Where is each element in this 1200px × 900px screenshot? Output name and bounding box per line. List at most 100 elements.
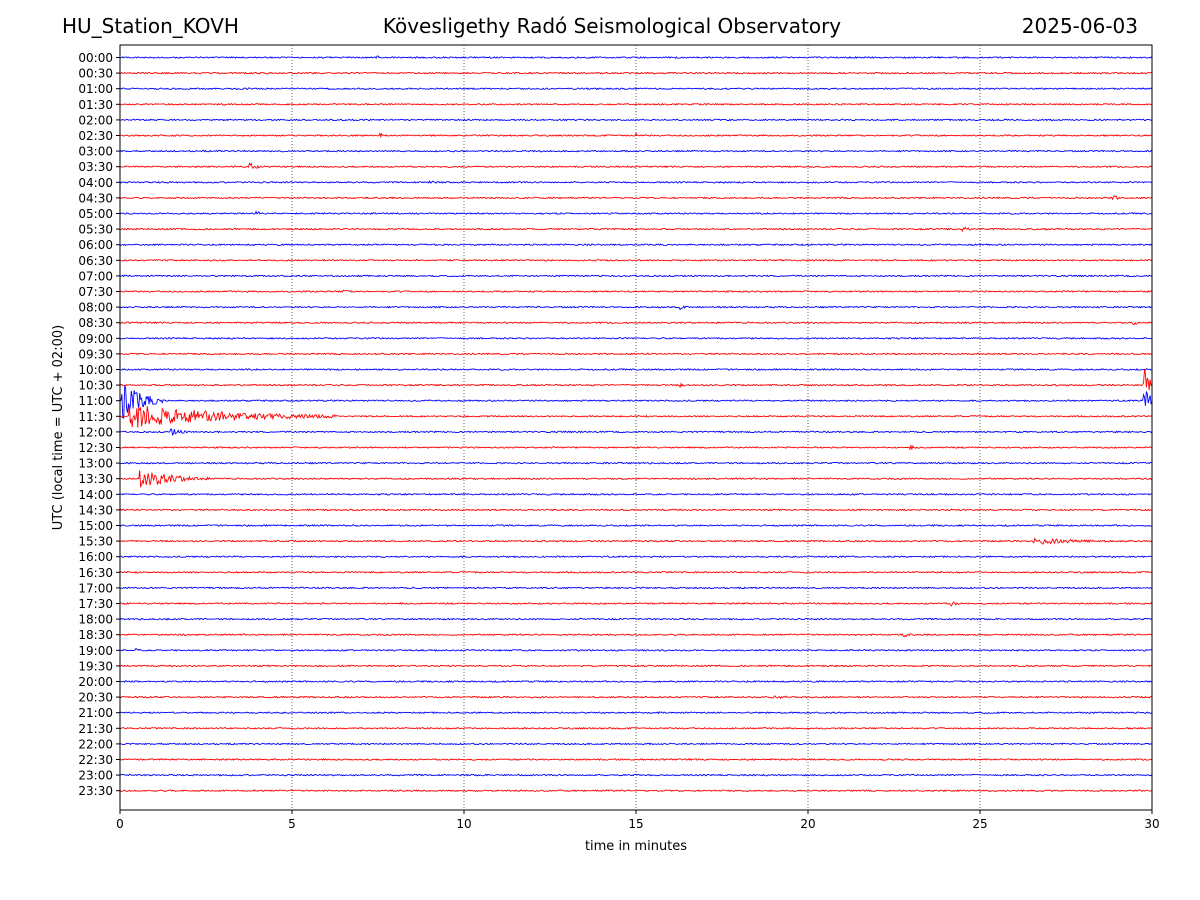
y-tick-label: 06:00 bbox=[78, 238, 113, 252]
y-tick-label: 06:30 bbox=[78, 254, 113, 268]
trace-1100 bbox=[119, 385, 1153, 419]
trace-1800 bbox=[119, 617, 1153, 621]
trace-2100 bbox=[119, 711, 1153, 715]
y-tick-label: 07:00 bbox=[78, 269, 113, 283]
x-tick-label: 5 bbox=[288, 817, 296, 831]
trace-2030 bbox=[119, 695, 1153, 700]
trace-1930 bbox=[119, 664, 1153, 668]
trace-0630 bbox=[119, 258, 1153, 262]
trace-0730 bbox=[119, 289, 1153, 293]
y-tick-label: 12:00 bbox=[78, 425, 113, 439]
trace-1830 bbox=[119, 633, 1153, 638]
trace-1030 bbox=[119, 369, 1153, 391]
y-tick-label: 14:30 bbox=[78, 503, 113, 517]
trace-0300 bbox=[119, 149, 1153, 153]
y-tick-label: 17:00 bbox=[78, 581, 113, 595]
trace-1630 bbox=[119, 570, 1153, 574]
y-tick-label: 17:30 bbox=[78, 597, 113, 611]
x-axis-ticks: 0 5 10 15 20 25 30 bbox=[116, 810, 1160, 831]
y-tick-label: 16:30 bbox=[78, 566, 113, 580]
y-tick-label: 11:30 bbox=[78, 410, 113, 424]
trace-1000 bbox=[119, 368, 1153, 371]
trace-0430 bbox=[119, 195, 1153, 201]
y-tick-label: 20:30 bbox=[78, 691, 113, 705]
trace-0500 bbox=[119, 210, 1153, 215]
trace-1400 bbox=[119, 492, 1153, 496]
x-tick-label: 15 bbox=[628, 817, 643, 831]
y-tick-label: 01:30 bbox=[78, 98, 113, 112]
x-tick-label: 10 bbox=[456, 817, 471, 831]
y-tick-label: 13:30 bbox=[78, 472, 113, 486]
observatory-title: Kövesligethy Radó Seismological Observat… bbox=[382, 14, 842, 38]
y-tick-label: 03:00 bbox=[78, 145, 113, 159]
y-tick-label: 12:30 bbox=[78, 441, 113, 455]
y-tick-label: 02:30 bbox=[78, 129, 113, 143]
y-tick-label: 18:30 bbox=[78, 628, 113, 642]
y-tick-label: 19:00 bbox=[78, 644, 113, 658]
trace-0130 bbox=[119, 102, 1153, 106]
y-tick-label: 07:30 bbox=[78, 285, 113, 299]
y-tick-label: 04:30 bbox=[78, 191, 113, 205]
y-tick-label: 22:00 bbox=[78, 737, 113, 751]
y-tick-label: 00:30 bbox=[78, 67, 113, 81]
trace-0400 bbox=[119, 180, 1153, 184]
y-tick-label: 21:30 bbox=[78, 722, 113, 736]
trace-0030 bbox=[119, 71, 1153, 75]
y-tick-label: 20:00 bbox=[78, 675, 113, 689]
trace-1330 bbox=[119, 470, 1153, 488]
trace-0000 bbox=[119, 55, 1153, 59]
y-tick-label: 01:00 bbox=[78, 82, 113, 96]
trace-1130 bbox=[119, 404, 1153, 428]
x-tick-label: 30 bbox=[1144, 817, 1159, 831]
y-tick-label: 18:00 bbox=[78, 613, 113, 627]
y-tick-label: 00:00 bbox=[78, 51, 113, 65]
y-tick-label: 23:00 bbox=[78, 769, 113, 783]
y-tick-label: 05:00 bbox=[78, 207, 113, 221]
y-tick-label: 19:30 bbox=[78, 659, 113, 673]
trace-1530 bbox=[119, 537, 1153, 545]
y-tick-label: 15:30 bbox=[78, 535, 113, 549]
station-name: HU_Station_KOVH bbox=[62, 14, 239, 38]
trace-1600 bbox=[119, 555, 1153, 559]
y-tick-label: 21:00 bbox=[78, 706, 113, 720]
trace-0330 bbox=[119, 162, 1153, 169]
trace-1300 bbox=[119, 461, 1153, 465]
trace-0530 bbox=[119, 226, 1153, 233]
seismogram-traces bbox=[119, 55, 1153, 793]
trace-2000 bbox=[119, 680, 1153, 683]
trace-1500 bbox=[119, 524, 1153, 527]
y-tick-label: 23:30 bbox=[78, 784, 113, 798]
trace-2300 bbox=[119, 773, 1153, 777]
x-tick-label: 20 bbox=[800, 817, 815, 831]
y-tick-label: 15:00 bbox=[78, 519, 113, 533]
y-tick-label: 02:00 bbox=[78, 113, 113, 127]
y-axis-label: UTC (local time = UTC + 02:00) bbox=[51, 325, 66, 530]
y-tick-label: 14:00 bbox=[78, 488, 113, 502]
y-tick-label: 11:00 bbox=[78, 394, 113, 408]
y-tick-label: 04:00 bbox=[78, 176, 113, 190]
grid-lines bbox=[291, 45, 981, 810]
y-tick-label: 10:30 bbox=[78, 379, 113, 393]
trace-1730 bbox=[119, 601, 1153, 607]
y-tick-label: 08:30 bbox=[78, 316, 113, 330]
x-tick-label: 25 bbox=[972, 817, 987, 831]
y-tick-label: 09:00 bbox=[78, 332, 113, 346]
trace-0230 bbox=[119, 131, 1153, 139]
trace-2330 bbox=[119, 789, 1153, 793]
trace-0900 bbox=[119, 336, 1153, 340]
trace-1230 bbox=[119, 444, 1153, 451]
y-tick-label: 22:30 bbox=[78, 753, 113, 767]
y-tick-label: 05:30 bbox=[78, 223, 113, 237]
x-tick-label: 0 bbox=[116, 817, 124, 831]
trace-0830 bbox=[119, 321, 1153, 326]
trace-1700 bbox=[119, 586, 1153, 590]
trace-0930 bbox=[119, 352, 1153, 356]
x-axis-label: time in minutes bbox=[585, 839, 687, 854]
trace-2130 bbox=[119, 726, 1153, 730]
trace-2200 bbox=[119, 742, 1153, 746]
trace-0200 bbox=[119, 118, 1153, 122]
y-tick-label: 09:30 bbox=[78, 347, 113, 361]
y-tick-label: 16:00 bbox=[78, 550, 113, 564]
